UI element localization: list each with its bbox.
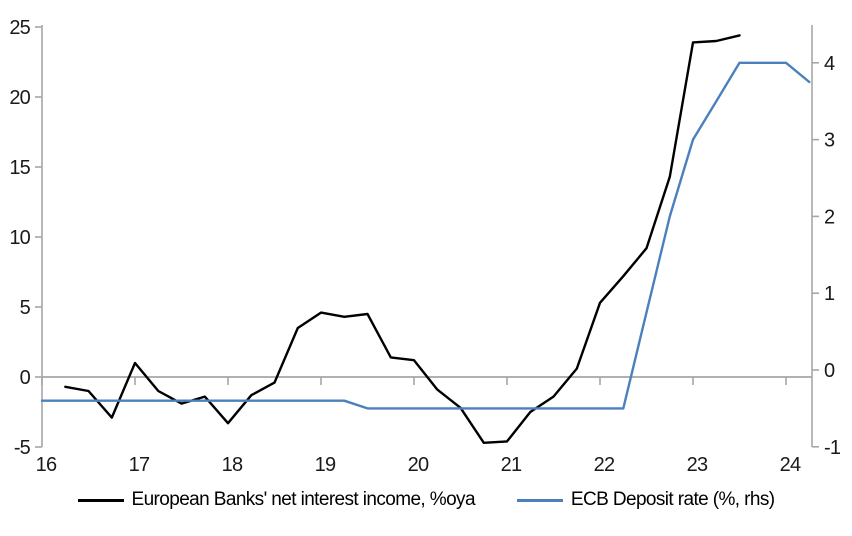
left-axis-tick-label: 15 — [9, 157, 30, 179]
left-axis-tick-label: 0 — [20, 367, 31, 389]
x-axis-tick-label: 21 — [501, 454, 522, 476]
legend-label-nii: European Banks' net interest income, %oy… — [131, 489, 476, 510]
x-axis-tick-label: 24 — [780, 454, 801, 476]
x-axis-tick-label: 16 — [36, 454, 57, 476]
legend-item-nii: European Banks' net interest income, %oy… — [77, 489, 476, 511]
left-axis-tick-label: -5 — [14, 437, 31, 459]
left-axis-tick-label: 25 — [9, 17, 30, 39]
x-axis-tick-label: 17 — [129, 454, 150, 476]
right-axis-tick-label: 4 — [824, 53, 835, 75]
right-axis-tick-label: 0 — [824, 360, 835, 382]
ecb-line-swatch — [516, 498, 563, 502]
legend: European Banks' net interest income, %oy… — [0, 487, 852, 513]
right-axis-tick-label: -1 — [824, 437, 841, 459]
x-axis-tick-label: 19 — [315, 454, 336, 476]
left-axis-tick-label: 20 — [9, 87, 30, 109]
x-axis-tick-label: 18 — [222, 454, 243, 476]
legend-item-ecb: ECB Deposit rate (%, rhs) — [516, 489, 775, 511]
series-line-nii — [64, 34, 741, 444]
x-axis-tick-label: 20 — [408, 454, 429, 476]
series-line-ecb — [40, 61, 811, 410]
left-axis-tick-label: 5 — [20, 297, 31, 319]
legend-label-ecb: ECB Deposit rate (%, rhs) — [570, 489, 775, 510]
nii-line-swatch — [77, 498, 124, 502]
right-axis-tick-label: 1 — [824, 283, 835, 305]
x-axis-tick-label: 23 — [687, 454, 708, 476]
right-axis-tick-label: 2 — [824, 206, 835, 228]
left-axis-tick-label: 10 — [9, 227, 30, 249]
right-axis-tick-label: 3 — [824, 130, 835, 152]
x-axis-tick-label: 22 — [594, 454, 615, 476]
